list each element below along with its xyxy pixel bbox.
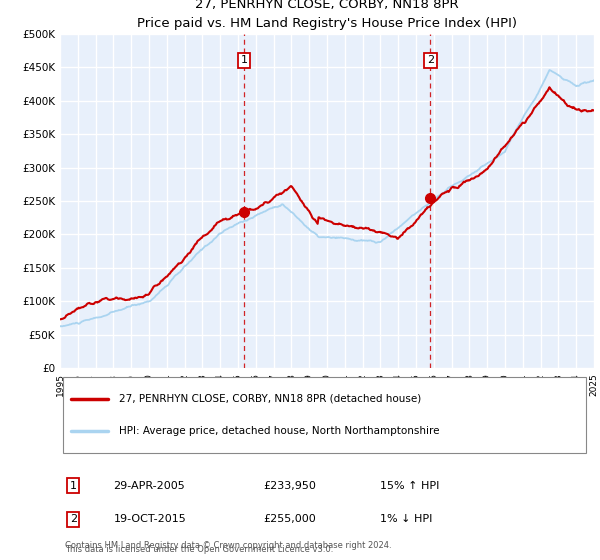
Text: HPI: Average price, detached house, North Northamptonshire: HPI: Average price, detached house, Nort… (119, 426, 439, 436)
Text: 2: 2 (427, 55, 434, 66)
Text: 2: 2 (70, 514, 77, 524)
Text: 27, PENRHYN CLOSE, CORBY, NN18 8PR (detached house): 27, PENRHYN CLOSE, CORBY, NN18 8PR (deta… (119, 394, 421, 404)
FancyBboxPatch shape (62, 377, 586, 453)
Text: 19-OCT-2015: 19-OCT-2015 (113, 514, 186, 524)
Text: £255,000: £255,000 (263, 514, 316, 524)
Text: 29-APR-2005: 29-APR-2005 (113, 480, 185, 491)
Title: 27, PENRHYN CLOSE, CORBY, NN18 8PR
Price paid vs. HM Land Registry's House Price: 27, PENRHYN CLOSE, CORBY, NN18 8PR Price… (137, 0, 517, 30)
Text: This data is licensed under the Open Government Licence v3.0.: This data is licensed under the Open Gov… (65, 545, 334, 554)
Text: 1% ↓ HPI: 1% ↓ HPI (380, 514, 433, 524)
Text: 1: 1 (241, 55, 247, 66)
Text: 15% ↑ HPI: 15% ↑ HPI (380, 480, 440, 491)
Text: 1: 1 (70, 480, 77, 491)
Text: £233,950: £233,950 (263, 480, 316, 491)
Text: Contains HM Land Registry data © Crown copyright and database right 2024.: Contains HM Land Registry data © Crown c… (65, 540, 392, 549)
